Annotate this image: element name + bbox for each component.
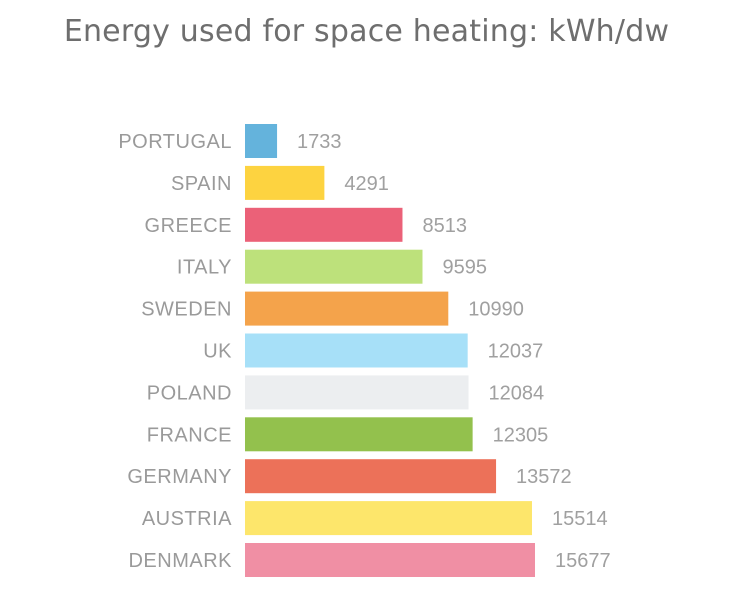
bar-denmark	[245, 543, 535, 577]
bar-austria	[245, 501, 532, 536]
chart-title: Energy used for space heating: kWh/dw	[63, 14, 670, 49]
bar-spain	[245, 165, 325, 200]
value-label-france: 12305	[493, 424, 549, 446]
value-label-portugal: 1733	[297, 131, 342, 153]
value-label-italy: 9595	[442, 257, 487, 279]
value-label-spain: 4291	[344, 173, 389, 195]
value-label-denmark: 15677	[555, 550, 611, 572]
bar-uk	[245, 333, 468, 368]
value-label-greece: 8513	[422, 215, 467, 237]
category-label-uk: UK	[203, 341, 232, 363]
category-label-denmark: DENMARK	[128, 550, 232, 572]
bar-sweden	[245, 291, 449, 326]
bar-poland	[245, 375, 469, 410]
bar-germany	[245, 459, 497, 494]
category-label-portugal: PORTUGAL	[118, 131, 232, 153]
value-label-poland: 12084	[489, 382, 545, 404]
category-label-poland: POLAND	[147, 382, 232, 404]
category-label-spain: SPAIN	[171, 173, 232, 195]
bar-greece	[245, 207, 403, 242]
category-label-italy: ITALY	[177, 257, 232, 279]
category-label-austria: AUSTRIA	[142, 508, 232, 530]
value-label-sweden: 10990	[468, 299, 524, 321]
bar-italy	[245, 249, 423, 284]
value-label-austria: 15514	[552, 508, 608, 530]
category-label-sweden: SWEDEN	[141, 299, 232, 321]
bars-group	[245, 124, 535, 577]
bar-france	[245, 417, 473, 452]
category-labels-group: PORTUGAL SPAIN GREECE ITALY SWEDEN UK POLAND FR…	[118, 131, 232, 572]
value-label-uk: 12037	[488, 341, 544, 363]
value-label-germany: 13572	[516, 466, 572, 488]
category-label-germany: GERMANY	[127, 466, 232, 488]
category-label-greece: GREECE	[145, 215, 232, 237]
category-label-france: FRANCE	[147, 424, 232, 446]
bar-portugal	[245, 124, 278, 158]
